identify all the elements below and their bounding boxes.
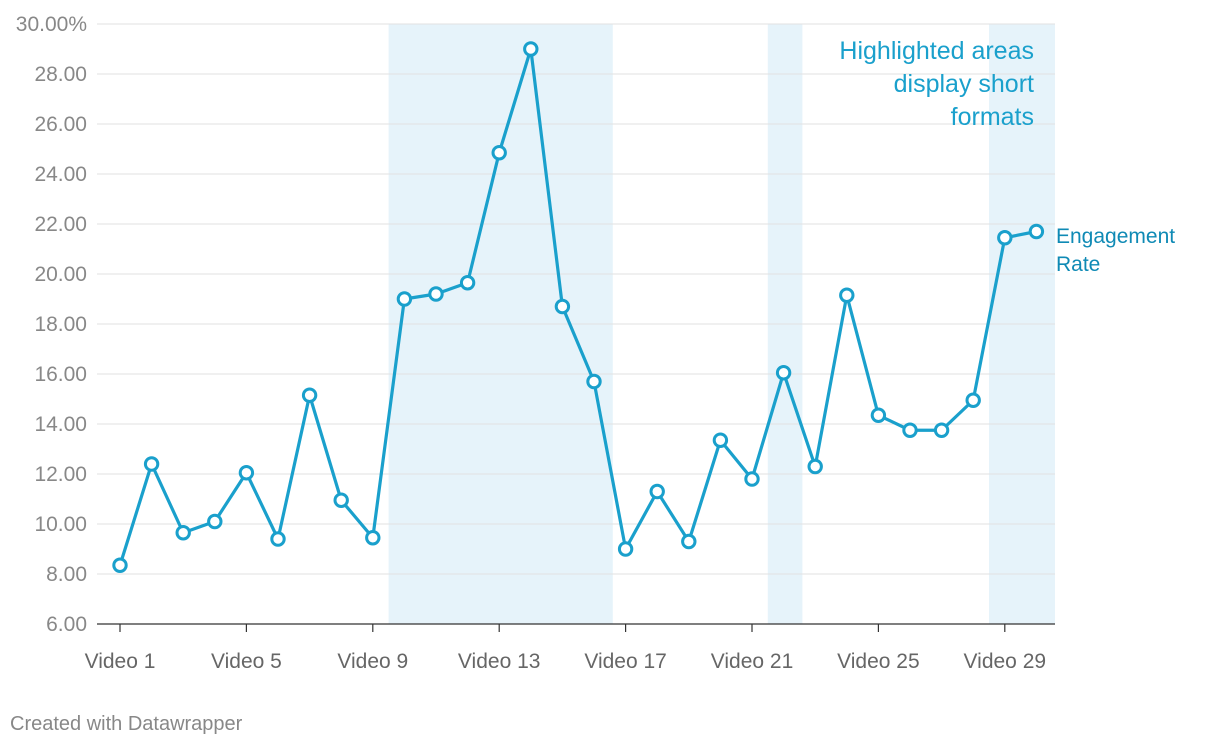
y-tick-label: 10.00 bbox=[34, 513, 87, 536]
x-tick-label: Video 9 bbox=[337, 650, 408, 673]
highlight-annotation: Highlighted areas display short formats bbox=[839, 37, 1034, 131]
data-point bbox=[649, 483, 665, 500]
data-point bbox=[270, 531, 286, 547]
y-axis-tick-labels: 6.00 8.00 10.00 12.00 14.00 16.00 18.00 20.00 22… bbox=[16, 13, 87, 636]
data-point bbox=[617, 541, 634, 557]
data-point bbox=[207, 513, 223, 530]
data-point bbox=[712, 432, 729, 448]
data-point bbox=[143, 456, 160, 472]
y-tick-label: 30.00% bbox=[16, 13, 87, 36]
data-point bbox=[775, 365, 792, 381]
data-point bbox=[586, 373, 602, 390]
data-point bbox=[965, 392, 981, 408]
data-point bbox=[902, 422, 918, 438]
x-tick-label: Video 25 bbox=[837, 650, 920, 673]
x-axis-ticks: Video 1 Video 5 Video 9 Video 13 Video 17 Vid… bbox=[85, 624, 1046, 673]
data-point bbox=[554, 298, 571, 315]
x-tick-label: Video 17 bbox=[584, 650, 667, 673]
y-tick-label: 26.00 bbox=[34, 113, 87, 136]
data-point bbox=[428, 286, 444, 302]
x-tick-label: Video 29 bbox=[964, 650, 1047, 673]
data-point bbox=[365, 530, 381, 546]
data-point bbox=[491, 145, 507, 161]
x-tick-label: Video 13 bbox=[458, 650, 541, 673]
y-tick-label: 14.00 bbox=[34, 413, 87, 436]
data-point bbox=[870, 407, 887, 423]
y-tick-label: 18.00 bbox=[34, 313, 87, 336]
data-point bbox=[112, 557, 128, 573]
data-point bbox=[333, 492, 349, 508]
y-tick-label: 22.00 bbox=[34, 213, 87, 236]
data-point bbox=[523, 41, 539, 57]
y-tick-label: 28.00 bbox=[34, 63, 87, 86]
y-tick-label: 20.00 bbox=[34, 263, 87, 286]
data-points bbox=[112, 41, 1045, 573]
data-point bbox=[839, 287, 855, 303]
x-tick-label: Video 1 bbox=[85, 650, 156, 673]
data-point bbox=[744, 471, 760, 487]
x-tick-label: Video 21 bbox=[711, 650, 794, 673]
data-point bbox=[997, 230, 1013, 246]
data-point bbox=[301, 387, 318, 403]
x-tick-label: Video 5 bbox=[211, 650, 282, 673]
data-point bbox=[681, 533, 697, 550]
datawrapper-credit: Created with Datawrapper bbox=[10, 713, 243, 735]
data-point bbox=[933, 422, 950, 438]
line-chart: 6.00 8.00 10.00 12.00 14.00 16.00 18.00 20.00 22… bbox=[16, 13, 1175, 673]
y-tick-label: 6.00 bbox=[46, 613, 87, 636]
data-point bbox=[1028, 223, 1045, 240]
data-point bbox=[459, 275, 476, 291]
data-point bbox=[807, 458, 823, 475]
y-tick-label: 16.00 bbox=[34, 363, 87, 386]
data-point bbox=[396, 291, 413, 307]
data-point bbox=[238, 465, 255, 481]
series-label: Engagement Rate bbox=[1056, 225, 1175, 276]
y-tick-label: 8.00 bbox=[46, 563, 87, 586]
data-point bbox=[175, 525, 191, 541]
y-tick-label: 24.00 bbox=[34, 163, 87, 186]
y-tick-label: 12.00 bbox=[34, 463, 87, 486]
